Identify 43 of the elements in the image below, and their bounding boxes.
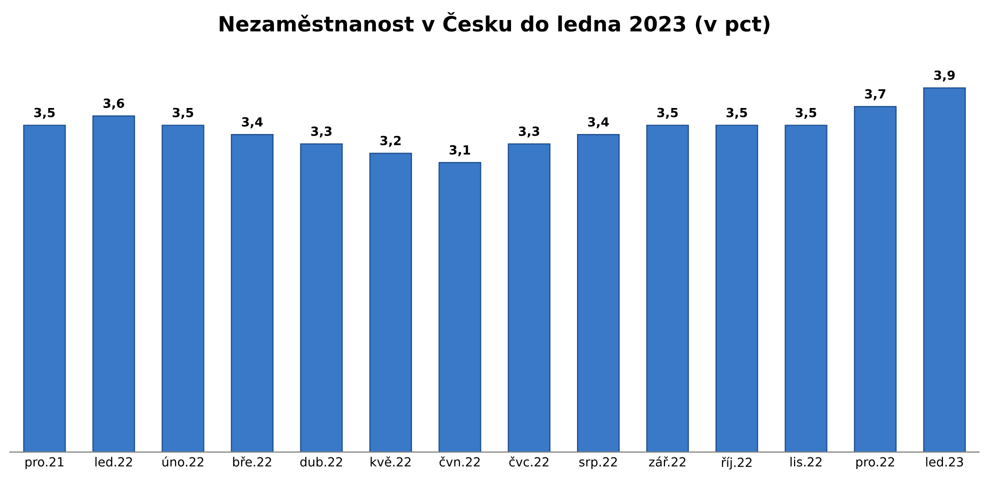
- bar: [923, 87, 966, 452]
- data-label: 3,1: [450, 145, 470, 156]
- data-label: 3,4: [588, 117, 609, 128]
- data-label: 3,5: [172, 108, 194, 119]
- bar: [784, 124, 828, 452]
- data-label: 3,5: [726, 108, 748, 119]
- x-tick-label: lis.22: [790, 456, 822, 467]
- x-tick-label: pro.21: [26, 457, 64, 470]
- x-tick-label: bře.22: [233, 456, 272, 467]
- data-label: 3,7: [865, 89, 886, 100]
- x-tick-label: čvc.22: [509, 456, 548, 467]
- data-label: 3,5: [657, 108, 678, 119]
- bar: [162, 124, 204, 452]
- data-label: 3,6: [104, 98, 124, 110]
- bar: [230, 134, 274, 452]
- data-label: 3,5: [34, 108, 55, 119]
- x-tick-label: pro.22: [856, 457, 894, 470]
- x-tick-label: srp.22: [579, 457, 617, 470]
- data-label: 3,3: [311, 126, 332, 138]
- bar: [23, 124, 66, 452]
- x-tick-label: led.23: [926, 456, 963, 467]
- data-label: 3,9: [934, 70, 955, 82]
- bar: [300, 143, 343, 452]
- data-label: 3,2: [380, 136, 401, 147]
- x-tick-label: led.22: [95, 456, 132, 467]
- data-label: 3,4: [242, 117, 263, 128]
- x-tick-label: čvn.22: [440, 456, 480, 467]
- bar: [438, 162, 482, 452]
- bar: [715, 124, 758, 452]
- bar: [646, 124, 689, 452]
- bar: [508, 143, 550, 452]
- data-label: 3,3: [518, 126, 540, 138]
- bar: [577, 134, 620, 452]
- bar: [369, 152, 412, 452]
- x-tick-label: zář.22: [649, 456, 686, 467]
- x-tick-label: dub.22: [300, 456, 342, 467]
- bar: [854, 106, 897, 452]
- data-label: 3,5: [796, 108, 816, 119]
- x-tick-label: kvě.22: [370, 456, 411, 467]
- x-tick-label: úno.22: [162, 456, 204, 467]
- chart-title: Nezaměstnanost v Česku do ledna 2023 (v pct): [220, 12, 770, 36]
- bar: [92, 115, 136, 452]
- x-tick-label: říj.22: [722, 456, 752, 470]
